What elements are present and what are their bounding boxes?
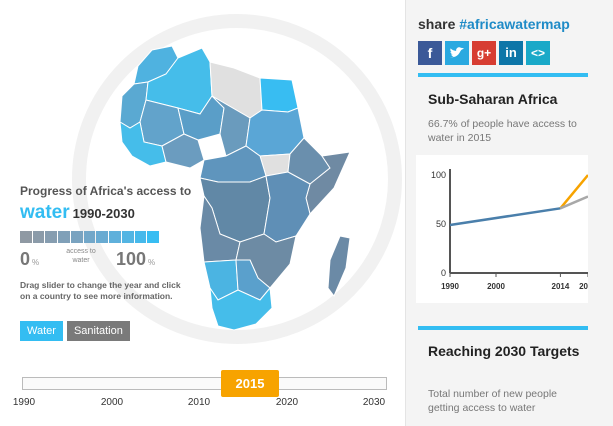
year-slider-ticks: 1990 2000 2010 2020 2030 [0,397,405,411]
scale-swatch [134,231,147,243]
tick-label: 2020 [275,397,299,408]
legend-metric: water [20,202,70,223]
tick-label: 2030 [362,397,386,408]
country-egypt[interactable] [259,77,299,113]
share-hashtag[interactable]: #africawatermap [459,16,570,32]
divider [418,73,588,77]
x-tick-label: 2014 [552,282,570,291]
legend-years: 1990-2030 [72,206,135,221]
year-slider-track[interactable] [22,377,387,390]
access-trend-chart: 0 50 100 1990 2000 2014 20 [416,155,588,303]
metric-toggle: Water Sanitation [20,321,134,341]
info-sidebar: share #africawatermap f g+ in <> Sub-Sah… [405,0,613,426]
linkedin-icon[interactable]: in [499,41,523,65]
scale-min-label: 0% [20,249,40,269]
scale-swatch [20,231,32,243]
tick-label: 2010 [187,397,211,408]
help-text: Drag slider to change the year and click… [20,280,181,301]
y-tick-label: 100 [431,170,446,180]
targets-title: Reaching 2030 Targets [428,343,580,359]
x-tick-label: 2000 [487,282,505,291]
scale-swatch [70,231,83,243]
scale-swatch [121,231,134,243]
scale-labels: 0% access to water 100% [20,246,170,272]
facebook-icon[interactable]: f [418,41,442,65]
share-heading: share #africawatermap [418,16,570,32]
scale-swatch [147,231,160,243]
x-tick-label: 1990 [441,282,459,291]
scale-swatch [58,231,70,243]
water-button[interactable]: Water [20,321,63,341]
map-panel: Progress of Africa's access to water 1990… [0,14,405,411]
sanitation-button[interactable]: Sanitation [66,321,130,341]
y-tick-label: 50 [436,219,446,229]
x-tick-label: 20 [579,282,588,291]
social-buttons: f g+ in <> [418,41,553,65]
twitter-icon[interactable] [445,41,469,65]
color-scale [20,231,160,243]
embed-icon[interactable]: <> [526,41,550,65]
series-line [559,174,588,210]
scale-swatch [45,231,58,243]
country-east-africa[interactable] [263,171,311,243]
tick-label: 2000 [100,397,124,408]
series-line [559,195,588,210]
y-tick-label: 0 [441,268,446,278]
region-description: 66.7% of people have access to water in … [428,118,577,144]
country-madagascar[interactable] [327,235,351,297]
scale-swatch [96,231,109,243]
africa-map[interactable] [100,38,360,338]
year-slider-handle[interactable]: 2015 [221,370,279,397]
targets-description: Total number of new people getting acces… [428,388,557,414]
google-plus-icon[interactable]: g+ [472,41,496,65]
scale-swatch [32,231,45,243]
legend-subtitle: water 1990-2030 [20,202,200,224]
region-title: Sub-Saharan Africa [428,91,558,107]
scale-swatch [109,231,121,243]
scale-swatch [83,231,96,243]
scale-max-label: 100% [116,249,156,269]
divider [418,326,588,330]
country-south-africa[interactable] [209,286,273,331]
tick-label: 1990 [12,397,36,408]
series-line [449,207,561,227]
scale-mid-label: access to water [66,248,96,264]
legend-title: Progress of Africa's access to [20,184,192,198]
legend-heading: Progress of Africa's access to water 1990… [20,184,200,224]
